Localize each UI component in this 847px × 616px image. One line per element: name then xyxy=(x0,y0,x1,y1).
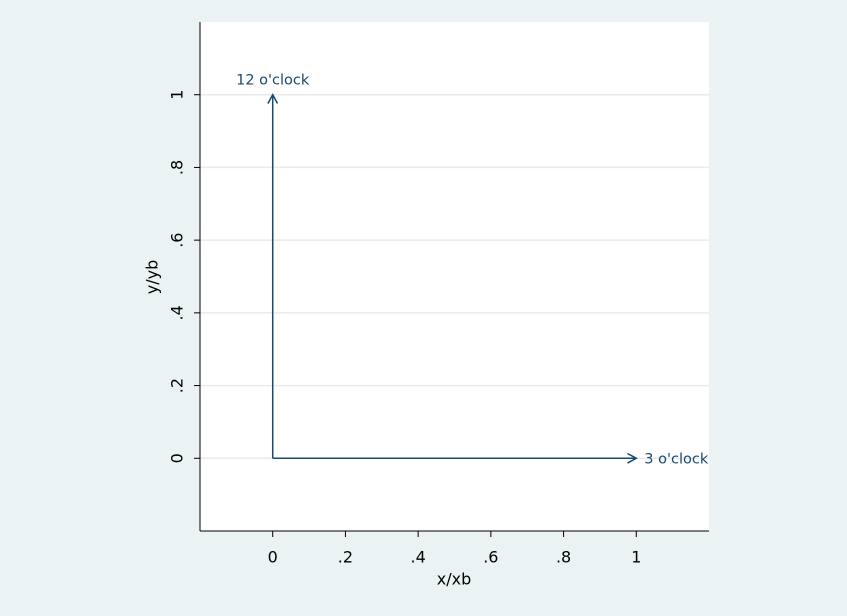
x-tick-label: 0 xyxy=(268,548,278,567)
x-tick-label: .4 xyxy=(411,548,426,567)
y-tick-label: 0 xyxy=(168,453,187,463)
y-axis-title: y/yb xyxy=(143,260,162,294)
x-tick-label: .6 xyxy=(483,548,498,567)
x-tick-label: .2 xyxy=(338,548,353,567)
arrow-label: 3 o'clock xyxy=(644,451,709,467)
plot-area xyxy=(200,22,709,531)
x-axis-title: x/xb xyxy=(437,570,471,589)
y-tick-label: 1 xyxy=(168,90,187,100)
arrow xyxy=(267,93,279,459)
x-tick-label: .8 xyxy=(556,548,571,567)
y-tick-label: .8 xyxy=(168,160,187,175)
arrow-label: 12 o'clock xyxy=(236,73,310,89)
arrow xyxy=(272,452,638,464)
y-tick-label: .6 xyxy=(168,233,187,248)
x-tick-label: 1 xyxy=(631,548,641,567)
y-tick-label: .2 xyxy=(168,378,187,393)
y-tick-label: .4 xyxy=(168,305,187,320)
